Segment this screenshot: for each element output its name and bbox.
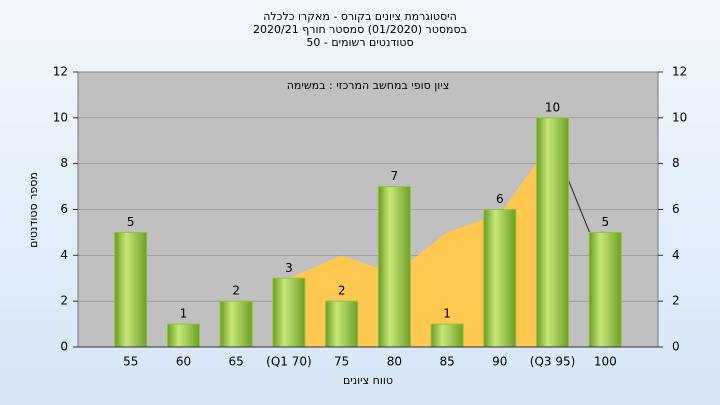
bar (166, 323, 200, 348)
y-tick-label: 12 (53, 65, 68, 79)
bar (325, 300, 359, 348)
title-line: היסטוגרמת ציונים בקורס - מאקרו כלכלה (263, 10, 457, 23)
x-tick-label: (Q1 70) (266, 355, 312, 369)
title-line: בסמסטר (01/2020) סמסטר חורף 2020/21 (253, 23, 467, 36)
bar (430, 323, 464, 348)
x-tick-label: 60 (176, 355, 191, 369)
annotation: ציון סופי במחשב המרכזי : במשימה (287, 79, 450, 92)
value-label: 5 (127, 215, 135, 229)
x-tick-label: 85 (439, 355, 454, 369)
value-label: 1 (443, 307, 451, 321)
x-tick-label: 65 (229, 355, 244, 369)
value-label: 2 (338, 284, 346, 298)
x-tick-label: (Q3 95) (530, 355, 576, 369)
y2-tick-label: 4 (672, 248, 680, 262)
y-axis-label: מספר סטודנטים (27, 172, 40, 248)
value-label: 1 (180, 307, 188, 321)
x-tick-label: 75 (334, 355, 349, 369)
value-label: 7 (391, 169, 399, 183)
y2-tick-label: 2 (672, 294, 680, 308)
y-tick-label: 6 (60, 202, 68, 216)
bar (536, 117, 570, 348)
value-label: 6 (496, 192, 504, 206)
x-tick-label: 90 (492, 355, 507, 369)
bar (272, 277, 306, 348)
y-tick-label: 4 (60, 248, 68, 262)
y-tick-label: 0 (60, 340, 68, 354)
bar (377, 186, 411, 348)
y2-tick-label: 12 (672, 65, 687, 79)
x-tick-label: 55 (123, 355, 138, 369)
bar (588, 231, 622, 348)
value-label: 3 (285, 261, 293, 275)
y2-tick-label: 10 (672, 110, 687, 124)
bar (219, 300, 253, 348)
bar (483, 209, 517, 348)
y-tick-label: 10 (53, 110, 68, 124)
x-tick-label: 80 (387, 355, 402, 369)
value-label: 5 (601, 215, 609, 229)
y2-tick-label: 0 (672, 340, 680, 354)
x-axis-label: טווח ציונים (343, 374, 393, 387)
bar (114, 231, 148, 348)
x-tick-label: 100 (594, 355, 617, 369)
y2-tick-label: 6 (672, 202, 680, 216)
y-tick-label: 2 (60, 294, 68, 308)
value-label: 10 (545, 100, 560, 114)
y2-tick-label: 8 (672, 156, 680, 170)
value-label: 2 (232, 284, 240, 298)
y-tick-label: 8 (60, 156, 68, 170)
title-line: סטודנטים רשומים - 50 (306, 36, 413, 49)
